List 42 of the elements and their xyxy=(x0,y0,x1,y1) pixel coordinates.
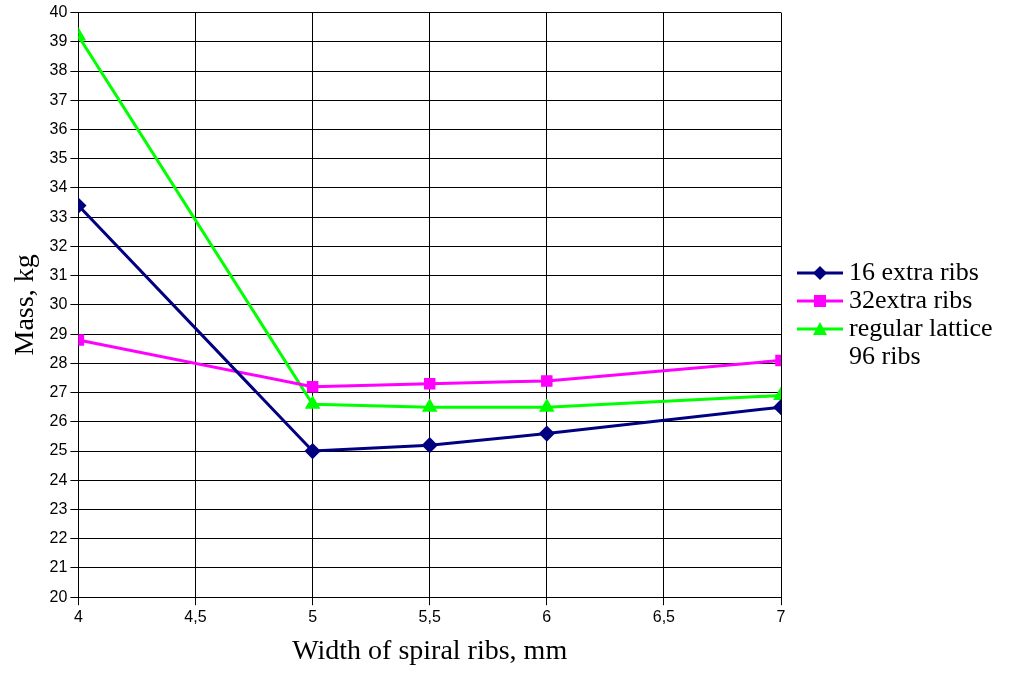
point xyxy=(540,399,554,412)
point xyxy=(305,443,321,459)
y-tick-label: 38 xyxy=(49,61,68,79)
x-tick-label: 5 xyxy=(308,608,318,626)
y-tick-label: 36 xyxy=(49,119,68,137)
point xyxy=(541,375,553,387)
y-tick-label: 22 xyxy=(49,529,68,547)
point xyxy=(423,399,437,412)
legend-label: 16 extra ribs xyxy=(849,257,979,286)
y-tick-label: 24 xyxy=(49,470,68,488)
x-tick-label: 4 xyxy=(73,608,83,626)
y-tick-label: 33 xyxy=(49,207,68,225)
point xyxy=(305,396,320,409)
y-tick-label: 40 xyxy=(49,3,68,21)
legend-label: 32extra ribs xyxy=(849,285,973,314)
y-tick-label: 21 xyxy=(49,558,68,576)
y-tick-label: 20 xyxy=(49,587,68,605)
y-tick-label: 35 xyxy=(49,149,68,167)
y-tick-label: 30 xyxy=(49,295,68,313)
y-tick-label: 27 xyxy=(49,383,68,400)
y-tick-label: 39 xyxy=(49,32,68,50)
y-tick-label: 34 xyxy=(49,178,68,196)
y-tick-label: 23 xyxy=(49,499,68,517)
legend-label: regular lattice 96 ribs xyxy=(849,313,994,370)
x-tick-label: 5,5 xyxy=(418,608,441,626)
x-tick-label: 6,5 xyxy=(652,608,676,626)
point xyxy=(422,437,438,453)
y-tick-label: 31 xyxy=(49,266,68,284)
point xyxy=(423,378,436,390)
y-tick-label: 37 xyxy=(49,90,68,108)
y-tick-label: 32 xyxy=(49,236,68,254)
y-tick-label: 26 xyxy=(49,412,68,430)
x-tick-label: 6 xyxy=(542,608,552,626)
point xyxy=(539,426,555,442)
point xyxy=(306,381,319,393)
y-tick-label: 29 xyxy=(49,324,68,342)
y-axis-title: Mass, kg xyxy=(8,254,40,356)
x-tick-label: 4,5 xyxy=(184,608,207,626)
x-axis-title: Width of spiral ribs, mm xyxy=(292,633,568,665)
x-tick-label: 7 xyxy=(776,608,786,626)
y-tick-label: 25 xyxy=(49,441,68,459)
y-tick-label: 28 xyxy=(49,353,68,371)
